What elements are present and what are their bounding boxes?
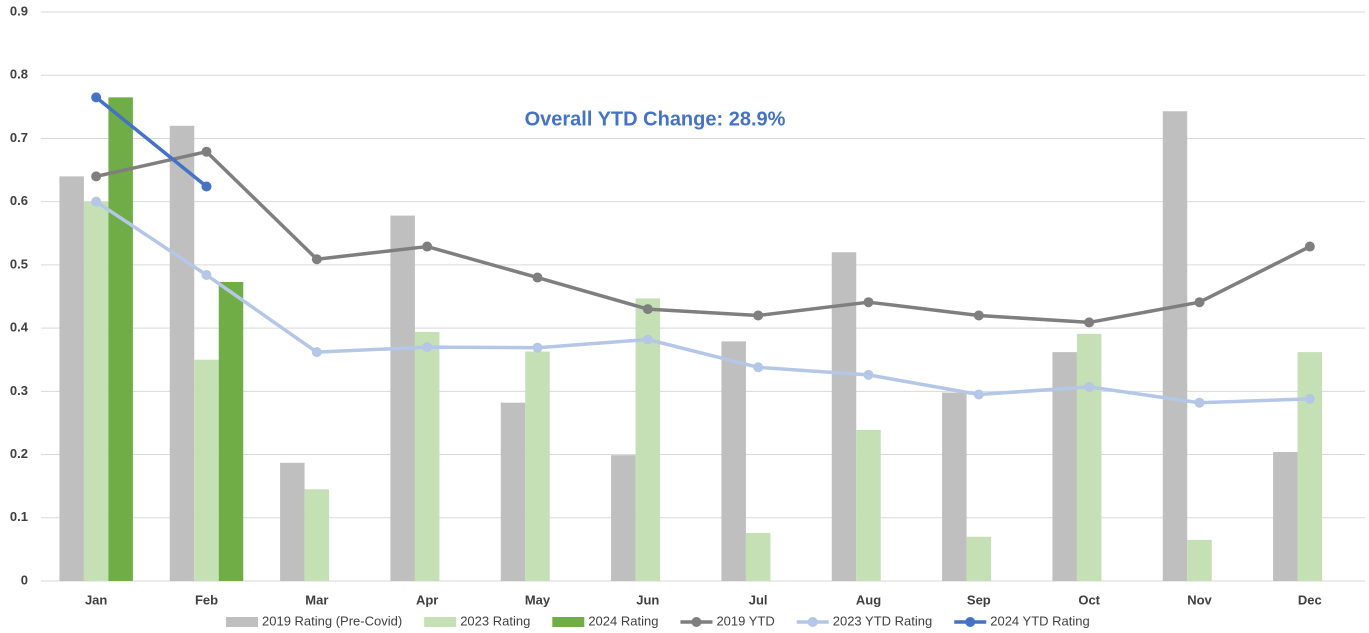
x-tick-label: Jun [636, 592, 659, 607]
x-tick-label: Feb [195, 592, 218, 607]
line [95, 149, 1311, 325]
y-tick-label: 0.8 [10, 67, 28, 82]
line [95, 200, 1310, 405]
bar [856, 429, 881, 581]
line-marker [201, 270, 212, 281]
bar [831, 252, 857, 581]
line-marker [532, 342, 543, 353]
legend-label: 2023 YTD Rating [833, 613, 933, 628]
line-marker [753, 310, 764, 321]
line-marker [201, 146, 212, 157]
line [95, 95, 208, 188]
bar [1273, 452, 1298, 581]
bar [942, 392, 967, 581]
x-tick-label: Dec [1298, 592, 1322, 607]
x-tick-label: Nov [1187, 592, 1212, 607]
x-tick-label: Apr [416, 592, 438, 607]
y-tick-label: 0.2 [10, 446, 28, 461]
line-marker [422, 241, 433, 252]
line-marker [1304, 393, 1315, 404]
bar [280, 462, 305, 581]
bar [745, 532, 771, 581]
x-tick-label: Oct [1078, 592, 1100, 607]
bar [83, 201, 109, 581]
line-marker [753, 362, 764, 373]
x-tick-label: Sep [967, 592, 991, 607]
y-tick-label: 0.6 [10, 193, 28, 208]
bar [169, 125, 195, 582]
line-marker [532, 272, 543, 283]
y-tick-label: 0.3 [10, 383, 28, 398]
x-tick-label: Aug [856, 592, 881, 607]
y-tick-label: 0.7 [10, 130, 28, 145]
bar [108, 97, 133, 581]
line-marker [642, 334, 653, 345]
y-tick-label: 0 [21, 572, 28, 587]
legend-swatch [552, 617, 585, 627]
bar [721, 341, 746, 581]
legend-swatch [965, 617, 976, 627]
line-marker [642, 304, 653, 315]
bar [414, 331, 440, 581]
annotation: Overall YTD Change: 28.9% [525, 108, 786, 130]
line-marker [422, 342, 433, 353]
y-tick-label: 0.4 [10, 320, 29, 335]
bar [611, 455, 636, 581]
legend-swatch [424, 617, 457, 627]
bar [500, 402, 526, 581]
line-marker [1084, 381, 1095, 392]
line-marker [1194, 397, 1205, 408]
bar [304, 489, 330, 581]
line-marker [91, 196, 102, 207]
x-tick-label: Jan [85, 592, 107, 607]
line-marker [973, 310, 984, 321]
legend-swatch [226, 617, 258, 627]
y-tick-label: 0.1 [10, 509, 28, 524]
line-marker [1304, 241, 1315, 252]
bar [635, 298, 661, 581]
line-marker [1194, 297, 1205, 308]
legend-label: 2019 Rating (Pre-Covid) [262, 613, 402, 628]
bar [966, 536, 992, 581]
legend-swatch [807, 617, 818, 627]
bar [1297, 352, 1323, 581]
bar [1162, 111, 1188, 582]
y-tick-label: 0.5 [10, 256, 28, 271]
x-tick-label: May [525, 592, 551, 607]
bar [1076, 333, 1102, 581]
legend-swatch [691, 617, 702, 627]
line-marker [863, 297, 874, 308]
line-marker [201, 181, 212, 192]
line-marker [311, 347, 322, 358]
bar [194, 359, 219, 581]
legend-label: 2023 Rating [460, 613, 530, 628]
bar [59, 176, 84, 581]
line-marker [91, 92, 102, 103]
line-marker [1084, 317, 1095, 328]
line-marker [863, 369, 874, 380]
x-tick-label: Jul [749, 592, 768, 607]
bar [525, 351, 550, 581]
x-tick-label: Mar [305, 592, 328, 607]
bar [1187, 539, 1212, 581]
line-marker [91, 171, 102, 182]
y-tick-label: 0.9 [10, 3, 28, 18]
line-marker [311, 254, 322, 265]
legend-label: 2019 YTD [716, 613, 774, 628]
legend-label: 2024 YTD Rating [990, 613, 1090, 628]
legend-label: 2024 Rating [588, 613, 658, 628]
line-marker [973, 389, 984, 400]
bar [218, 281, 244, 581]
bar [390, 215, 415, 581]
